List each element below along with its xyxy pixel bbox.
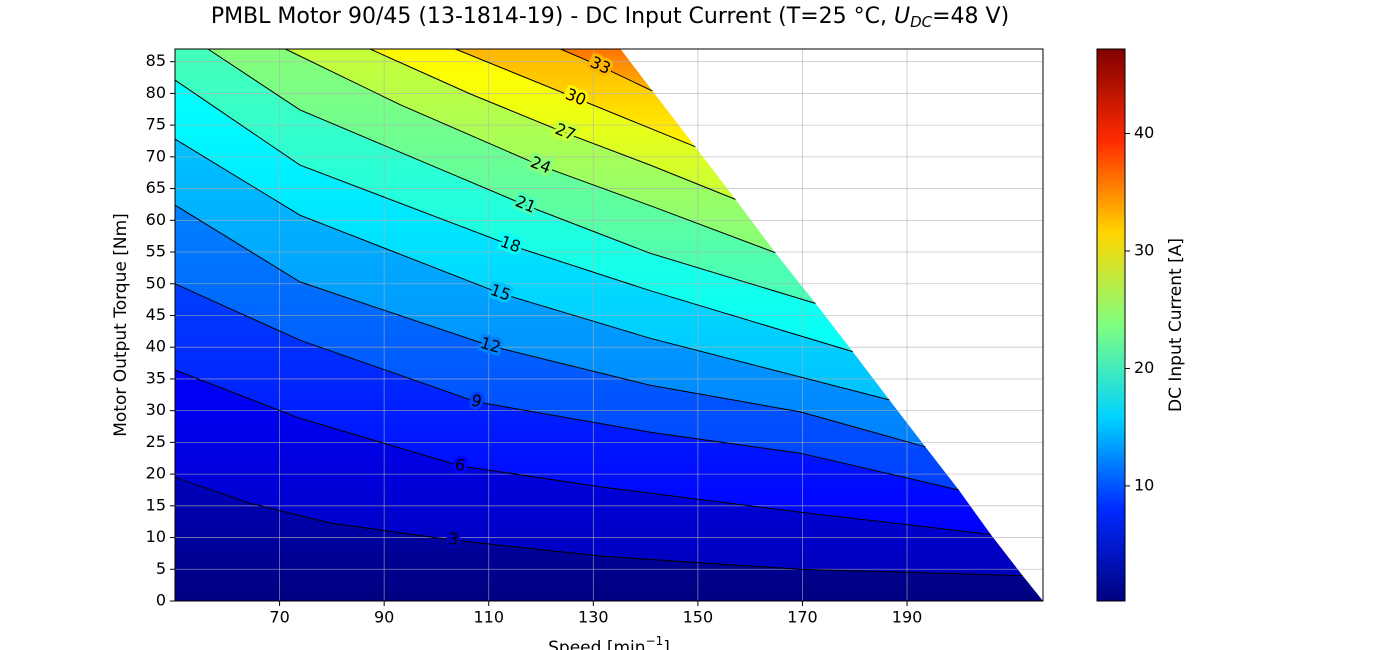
y-tick-label: 10: [146, 527, 166, 546]
contour-line: [207, 48, 816, 304]
colorbar-tick-label: 30: [1134, 241, 1154, 260]
y-tick-label: 80: [146, 83, 166, 102]
y-axis-label: Motor Output Torque [Nm]: [111, 213, 131, 437]
contour-line: [455, 48, 696, 148]
y-tick-label: 55: [146, 242, 166, 261]
x-tick-label: 110: [473, 608, 504, 627]
y-tick-label: 40: [146, 337, 166, 356]
contour-band: [285, 49, 776, 253]
y-tick-label: 45: [146, 305, 166, 324]
chart-title: PMBL Motor 90/45 (13-1814-19) - DC Input…: [211, 4, 1009, 31]
contour-band: [207, 49, 816, 304]
contour-band: [175, 139, 926, 447]
y-tick-label: 15: [146, 495, 166, 514]
title-part: DC: [910, 13, 933, 31]
y-tick-label: 20: [146, 464, 166, 483]
x-label-part: −1: [646, 634, 664, 648]
y-tick-label: 85: [146, 51, 166, 70]
x-tick-label: 90: [374, 608, 394, 627]
y-tick-label: 70: [146, 146, 166, 165]
y-tick-label: 65: [146, 178, 166, 197]
y-tick-label: 25: [146, 432, 166, 451]
contour-line: [369, 48, 736, 200]
y-tick-label: 30: [146, 400, 166, 419]
colorbar: [1096, 48, 1126, 602]
colorbar-tick-label: 10: [1134, 475, 1154, 494]
contour-band: [175, 283, 991, 535]
y-tick-label: 0: [156, 591, 166, 610]
colorbar-tick-label: 40: [1134, 123, 1154, 142]
plot-frame: [174, 48, 1044, 602]
x-tick-label: 70: [269, 608, 289, 627]
contour-line: [174, 283, 959, 491]
contour-band: [175, 205, 959, 490]
x-tick-label: 190: [892, 608, 923, 627]
contour-line: [174, 476, 1023, 577]
colorbar-label: DC Input Current [A]: [1166, 238, 1186, 412]
contour-band: [175, 80, 890, 400]
contour-line: [560, 48, 653, 92]
x-label-part: ]: [663, 638, 670, 650]
y-tick-label: 60: [146, 210, 166, 229]
y-tick-label: 35: [146, 368, 166, 387]
y-tick-label: 75: [146, 115, 166, 134]
contour-band: [560, 49, 653, 91]
x-axis-label: Speed [min−1]: [548, 634, 670, 650]
x-tick-label: 170: [787, 608, 818, 627]
y-tick-label: 50: [146, 273, 166, 292]
contour-line: [174, 369, 991, 535]
contour-band: [370, 49, 736, 200]
contour-line: [174, 79, 853, 353]
colorbar-tick-label: 20: [1134, 358, 1154, 377]
x-tick-label: 130: [578, 608, 609, 627]
title-part: PMBL Motor 90/45 (13-1814-19) - DC Input…: [211, 4, 894, 29]
title-part: U: [894, 4, 910, 29]
x-label-part: Speed [min: [548, 638, 645, 650]
title-part: =48 V): [932, 4, 1009, 29]
contour-line: [174, 204, 926, 448]
contour-band: [455, 49, 696, 147]
contour-band: [175, 370, 1023, 576]
contour-line: [285, 48, 776, 254]
contour-line: [174, 138, 890, 401]
y-tick-label: 5: [156, 559, 166, 578]
x-tick-label: 150: [683, 608, 714, 627]
